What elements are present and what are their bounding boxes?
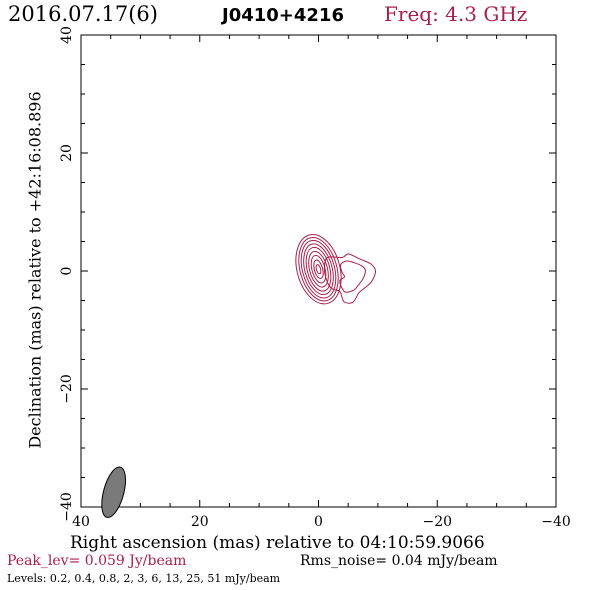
observation-date: 2016.07.17(6) <box>8 2 158 26</box>
core-contour <box>305 246 332 292</box>
core-contour <box>298 237 339 302</box>
core-contour <box>315 264 322 275</box>
x-tick-label: 0 <box>314 514 323 530</box>
x-tick-label: −40 <box>541 514 571 530</box>
jet-contour-outer <box>323 253 377 304</box>
core-contour <box>313 259 324 279</box>
core-contour <box>300 239 337 299</box>
jet-contour-inner <box>339 260 366 293</box>
source-name: J0410+4216 <box>222 5 344 26</box>
x-tick-label: −20 <box>422 514 452 530</box>
x-tick-label: 40 <box>72 514 90 530</box>
y-tick-label: 0 <box>59 267 75 276</box>
y-tick-label: −40 <box>59 492 75 522</box>
core-contour <box>303 243 334 296</box>
rms-noise: Rms_noise= 0.04 mJy/beam <box>300 553 498 569</box>
core-contour <box>308 250 329 288</box>
y-tick-label: 20 <box>59 144 75 162</box>
y-tick-label: 40 <box>59 26 75 44</box>
y-tick-label: −20 <box>59 374 75 404</box>
core-contour <box>310 254 327 284</box>
beam-ellipse <box>101 466 126 518</box>
plot-frame <box>80 34 557 508</box>
contour-levels: Levels: 0.2, 0.4, 0.8, 2, 3, 6, 13, 25, … <box>7 572 281 585</box>
frequency-label: Freq: 4.3 GHz <box>384 2 528 26</box>
y-axis-label: Declination (mas) relative to +42:16:08.… <box>25 91 45 449</box>
peak-level: Peak_lev= 0.059 Jy/beam <box>7 553 187 569</box>
x-axis-label: Right ascension (mas) relative to 04:10:… <box>70 533 485 553</box>
core-contour <box>295 234 342 305</box>
x-tick-label: 20 <box>191 514 209 530</box>
